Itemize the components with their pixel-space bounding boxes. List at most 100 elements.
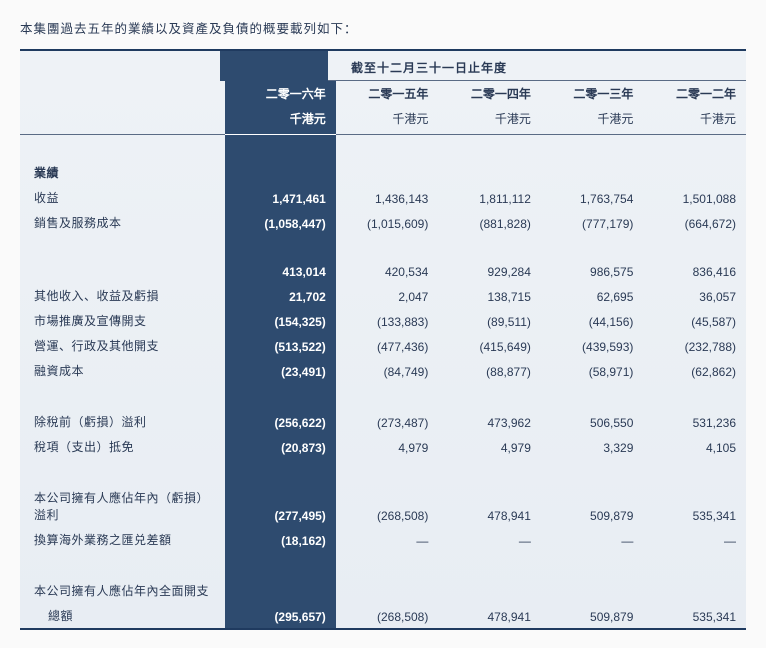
- label-other-income: 其他收入、收益及虧損: [20, 283, 225, 308]
- label-results: 業績: [20, 160, 225, 185]
- cell: (268,508): [336, 485, 439, 527]
- cell: (295,657): [225, 603, 336, 628]
- cell: 4,979: [438, 434, 541, 459]
- cell: 509,879: [541, 485, 644, 527]
- cell: (23,491): [225, 358, 336, 383]
- row-tci-l2: 總額 (295,657) (268,508) 478,941 509,879 5…: [20, 603, 746, 628]
- unit-2016: 千港元: [225, 106, 336, 133]
- cell: 506,550: [541, 409, 644, 434]
- cell: —: [336, 527, 439, 552]
- col-header-2014: 二零一四年: [438, 81, 541, 106]
- cell: (45,587): [643, 308, 746, 333]
- label-cost-sales: 銷售及服務成本: [20, 210, 225, 235]
- label-fx: 換算海外業務之匯兑差額: [20, 527, 225, 552]
- financial-table-body: 二零一六年 二零一五年 二零一四年 二零一三年 二零一二年 千港元 千港元 千港…: [20, 81, 746, 628]
- cell: (277,495): [225, 485, 336, 527]
- cell: (133,883): [336, 308, 439, 333]
- label-finance: 融資成本: [20, 358, 225, 383]
- cell: 4,105: [643, 434, 746, 459]
- cell: 478,941: [438, 603, 541, 628]
- cell: 531,236: [643, 409, 746, 434]
- cell: 4,979: [336, 434, 439, 459]
- cell: —: [438, 527, 541, 552]
- row-finance: 融資成本 (23,491) (84,749) (88,877) (58,971)…: [20, 358, 746, 383]
- cell: 413,014: [225, 261, 336, 283]
- row-other-income: 其他收入、收益及虧損 21,702 2,047 138,715 62,695 3…: [20, 283, 746, 308]
- cell: 21,702: [225, 283, 336, 308]
- intro-text: 本集團過去五年的業績以及資產及負債的概要載列如下：: [20, 18, 746, 37]
- col-header-2015: 二零一五年: [336, 81, 439, 106]
- cell: (58,971): [541, 358, 644, 383]
- cell: 929,284: [438, 261, 541, 283]
- row-gross: 413,014 420,534 929,284 986,575 836,416: [20, 261, 746, 283]
- cell: (84,749): [336, 358, 439, 383]
- cell: —: [541, 527, 644, 552]
- cell: (273,487): [336, 409, 439, 434]
- label-tci-l1: 本公司擁有人應佔年內全面開支: [20, 578, 225, 603]
- row-marketing: 市場推廣及宣傳開支 (154,325) (133,883) (89,511) (…: [20, 308, 746, 333]
- unit-2013: 千港元: [541, 106, 644, 133]
- cell: (154,325): [225, 308, 336, 333]
- unit-2014: 千港元: [438, 106, 541, 133]
- cell: (1,058,447): [225, 210, 336, 235]
- header-spanner-row: 截至十二月三十一日止年度: [20, 51, 746, 81]
- cell: 420,534: [336, 261, 439, 283]
- row-fx: 換算海外業務之匯兑差額 (18,162) — — — —: [20, 527, 746, 552]
- cell: —: [643, 527, 746, 552]
- cell: (881,828): [438, 210, 541, 235]
- cell: (415,649): [438, 333, 541, 358]
- unit-2012: 千港元: [643, 106, 746, 133]
- label-tci-l2: 總額: [20, 603, 225, 628]
- label-owners-profit: 本公司擁有人應佔年內（虧損）溢利: [20, 485, 225, 527]
- cell: (513,522): [225, 333, 336, 358]
- cell: 1,501,088: [643, 185, 746, 210]
- cell: 138,715: [438, 283, 541, 308]
- cell: 1,763,754: [541, 185, 644, 210]
- cell: (477,436): [336, 333, 439, 358]
- row-results-heading: 業績: [20, 160, 746, 185]
- cell: (89,511): [438, 308, 541, 333]
- cell: 36,057: [643, 283, 746, 308]
- unit-2015: 千港元: [336, 106, 439, 133]
- cell: (777,179): [541, 210, 644, 235]
- cell: (256,622): [225, 409, 336, 434]
- row-pbt: 除稅前（虧損）溢利 (256,622) (273,487) 473,962 50…: [20, 409, 746, 434]
- cell: 473,962: [438, 409, 541, 434]
- label-revenue: 收益: [20, 185, 225, 210]
- col-header-2012: 二零一二年: [643, 81, 746, 106]
- cell: 535,341: [643, 485, 746, 527]
- cell: 535,341: [643, 603, 746, 628]
- label-tax: 稅項（支出）抵免: [20, 434, 225, 459]
- label-marketing: 市場推廣及宣傳開支: [20, 308, 225, 333]
- cell: 836,416: [643, 261, 746, 283]
- label-admin: 營運、行政及其他開支: [20, 333, 225, 358]
- cell: (88,877): [438, 358, 541, 383]
- label-pbt: 除稅前（虧損）溢利: [20, 409, 225, 434]
- cell: (18,162): [225, 527, 336, 552]
- cell: 3,329: [541, 434, 644, 459]
- financial-table-container: 截至十二月三十一日止年度 二零一六年 二零一五年 二零一四年 二零一三年 二零一…: [20, 49, 746, 630]
- cell: 1,811,112: [438, 185, 541, 210]
- row-revenue: 收益 1,471,461 1,436,143 1,811,112 1,763,7…: [20, 185, 746, 210]
- year-spanner: 截至十二月三十一日止年度: [220, 51, 638, 81]
- cell: (62,862): [643, 358, 746, 383]
- row-tax: 稅項（支出）抵免 (20,873) 4,979 4,979 3,329 4,10…: [20, 434, 746, 459]
- cell: 1,471,461: [225, 185, 336, 210]
- cell: (232,788): [643, 333, 746, 358]
- unit-row: 千港元 千港元 千港元 千港元 千港元: [20, 106, 746, 133]
- cell: 2,047: [336, 283, 439, 308]
- cell: 62,695: [541, 283, 644, 308]
- col-header-2013: 二零一三年: [541, 81, 644, 106]
- cell: 986,575: [541, 261, 644, 283]
- row-owners-profit: 本公司擁有人應佔年內（虧損）溢利 (277,495) (268,508) 478…: [20, 485, 746, 527]
- row-tci-l1: 本公司擁有人應佔年內全面開支: [20, 578, 746, 603]
- row-admin: 營運、行政及其他開支 (513,522) (477,436) (415,649)…: [20, 333, 746, 358]
- cell: (1,015,609): [336, 210, 439, 235]
- year-header-row: 二零一六年 二零一五年 二零一四年 二零一三年 二零一二年: [20, 81, 746, 106]
- row-cost-sales: 銷售及服務成本 (1,058,447) (1,015,609) (881,828…: [20, 210, 746, 235]
- col-header-2016: 二零一六年: [225, 81, 336, 106]
- cell: 1,436,143: [336, 185, 439, 210]
- cell: (268,508): [336, 603, 439, 628]
- cell: (44,156): [541, 308, 644, 333]
- cell: (20,873): [225, 434, 336, 459]
